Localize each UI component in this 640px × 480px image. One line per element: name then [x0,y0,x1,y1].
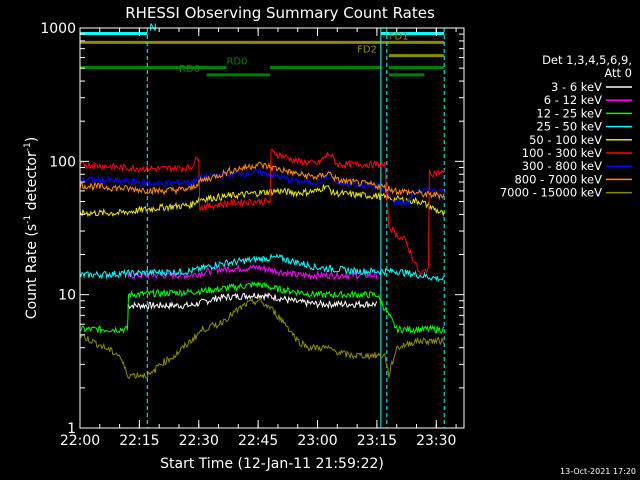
legend-label-7000-15000kev: 7000 - 15000 keV [500,186,602,200]
y-label-sup2: -1 [23,142,33,151]
vertical-markers-layer [146,28,445,428]
series-100-300kev [79,148,445,276]
x-tick-label-1: 22:15 [119,433,159,449]
legend-label-300-800kev: 300 - 800 keV [522,159,602,173]
legend-header-attenuator: Att 0 [604,66,632,80]
x-tick-label-5: 23:15 [357,433,397,449]
legend-label-3-6kev: 3 - 6 keV [551,80,602,94]
x-tick-label-2: 22:30 [179,433,219,449]
x-tick-label-0: 22:00 [60,433,100,449]
y-axis-label: Count Rate (s-1 detector-1) [23,137,40,319]
flag-label-rd6: RD6 [179,64,200,75]
flag-label-fd1: FD1 [389,31,409,42]
footer-date: 13-Oct-2021 17:20 [560,467,636,476]
series-3-6kev [127,292,378,311]
legend-label-50-100kev: 50 - 100 keV [529,133,602,147]
y-tick-label-3: 1000 [40,21,76,37]
y-label-mid: detector [24,151,40,215]
series-7000-15000kev [79,297,445,380]
y-tick-label-1: 10 [58,288,76,304]
series-300-800kev [79,168,445,207]
legend-label-6-12kev: 6 - 12 keV [544,93,602,107]
flag-label-rd0: RD0 [226,57,247,68]
legend-label-12-25kev: 12 - 25 keV [536,106,602,120]
y-label-end: ) [24,137,40,142]
series-800-7000kev [79,161,445,201]
legend-header-detectors: Det 1,3,4,5,6,9, [542,53,632,67]
series-6-12kev [127,263,378,281]
flag-label-fd2: FD2 [357,45,377,56]
x-tick-label-6: 23:30 [416,433,456,449]
ticks-layer: 22:00 22:15 22:30 22:45 23:00 23:15 23:30 1 10 10… [40,21,464,449]
chart-title: RHESSI Observing Summary Count Rates [125,4,435,22]
series-12-25kev [80,280,445,335]
y-label-sup: -1 [23,215,33,224]
x-axis-label: Start Time (12-Jan-11 21:59:22) [160,456,384,472]
y-tick-label-2: 100 [49,154,76,170]
y-tick-label-0: 1 [67,421,76,437]
x-tick-label-3: 22:45 [238,433,278,449]
legend-label-800-7000kev: 800 - 7000 keV [514,172,602,186]
legend-label-25-50kev: 25 - 50 keV [536,120,602,134]
series-layer [79,148,445,380]
legend-label-100-300kev: 100 - 300 keV [522,146,602,160]
y-label-main: Count Rate (s [24,224,40,319]
series-25-50kev [79,253,445,283]
series-50-100kev [79,184,445,218]
x-tick-label-4: 23:00 [297,433,337,449]
plot-frame [79,27,465,429]
